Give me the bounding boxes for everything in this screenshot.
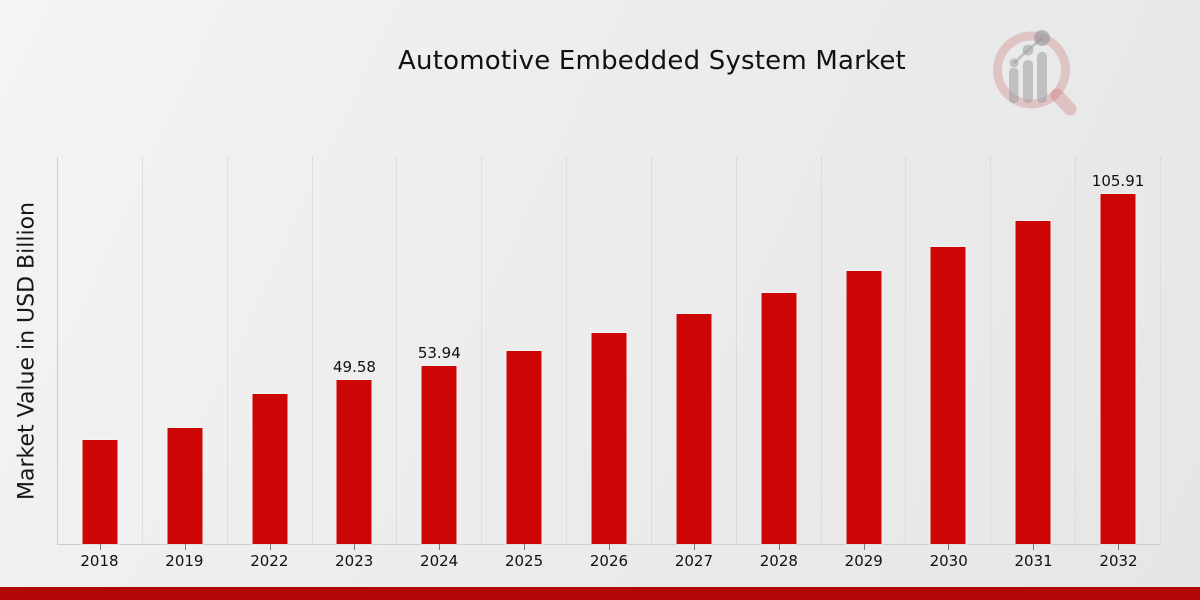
bar-2022	[251, 392, 289, 545]
x-axis-tick	[778, 544, 780, 550]
x-axis-label-2031: 2031	[1014, 552, 1053, 570]
bar-2027	[675, 312, 713, 546]
x-axis-tick	[269, 544, 271, 550]
x-axis-label-2032: 2032	[1099, 552, 1138, 570]
bar-2031	[1014, 219, 1052, 546]
bar-2028	[760, 291, 798, 546]
x-axis-tick	[948, 544, 950, 550]
x-axis-label-2022: 2022	[250, 552, 289, 570]
bar-value-label-2032: 105.91	[1091, 171, 1145, 190]
y-axis-title: Market Value in USD Billion	[14, 201, 40, 501]
bar-2024	[420, 364, 458, 546]
bar-2032	[1099, 192, 1137, 546]
bar-2029	[845, 270, 883, 545]
bar-cell-2032: 105.91	[1076, 157, 1161, 550]
bar-value-label-2024: 53.94	[417, 343, 461, 362]
bar-cell-2024: 53.94	[397, 157, 483, 550]
x-axis-labels: 2018 2019 2022 2023 2024 2025 2026 2027 2028 2029…	[57, 552, 1161, 574]
x-axis-tick	[99, 544, 101, 550]
bar-2023	[335, 379, 373, 545]
x-axis-tick	[1118, 544, 1120, 550]
bar-cell-2022	[228, 157, 313, 550]
magnifier-bar-chart-logo	[993, 30, 1077, 116]
x-axis-tick	[354, 544, 356, 550]
bar-cell-2019	[143, 157, 228, 550]
x-axis-label-2026: 2026	[589, 552, 629, 570]
x-axis-label-2030: 2030	[929, 552, 968, 570]
footer-accent-bar	[0, 587, 1200, 600]
chart-title: Automotive Embedded System Market	[398, 46, 906, 76]
bar-cell-2028	[737, 157, 822, 550]
bar-cell-2030	[906, 157, 992, 550]
x-axis-label-2027: 2027	[674, 552, 713, 570]
bar-cell-2027	[652, 157, 737, 550]
x-axis-label-2019: 2019	[165, 552, 204, 570]
bar-cell-2026	[567, 157, 652, 550]
bar-cell-2018	[58, 157, 143, 550]
x-axis-label-2023: 2023	[335, 552, 374, 570]
x-axis-tick	[863, 544, 865, 550]
bar-cell-2029	[822, 157, 907, 550]
bar-cell-2023: 49.58	[313, 157, 398, 550]
bar-2019	[166, 426, 204, 546]
x-axis-tick	[524, 544, 526, 550]
x-axis-label-2025: 2025	[504, 552, 544, 570]
x-axis-label-2018: 2018	[80, 552, 119, 570]
x-axis-tick	[608, 544, 610, 550]
x-axis-tick	[439, 544, 441, 550]
bar-2030	[929, 245, 967, 546]
bar-2025	[505, 349, 543, 545]
x-axis-label-2029: 2029	[844, 552, 883, 570]
x-axis-label-2024: 2024	[420, 552, 459, 570]
bar-chart-icon	[1009, 30, 1050, 103]
x-axis-label-2028: 2028	[759, 552, 798, 570]
magnifier-icon	[993, 31, 1077, 116]
x-axis-tick	[693, 544, 695, 550]
bar-2026	[590, 331, 628, 546]
x-axis-tick	[184, 544, 186, 550]
bar-cell-2025	[482, 157, 568, 550]
x-axis-tick	[1033, 544, 1035, 550]
bar-value-label-2023: 49.58	[332, 358, 376, 377]
bar-2018	[81, 438, 119, 546]
plot-area: 49.58 53.94 105.91	[57, 157, 1161, 550]
bar-cell-2031	[991, 157, 1077, 550]
